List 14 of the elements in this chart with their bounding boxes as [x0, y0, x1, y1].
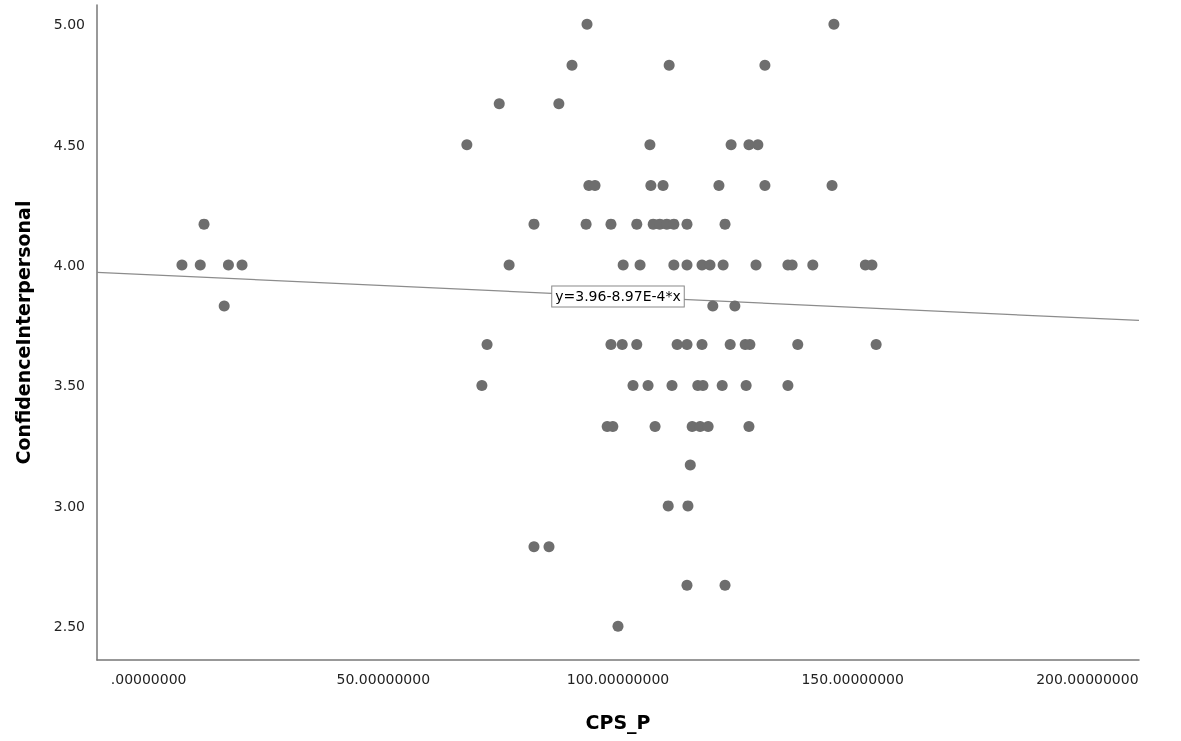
x-tick-label: 50.00000000 — [336, 671, 431, 687]
y-tick-label: 3.00 — [53, 497, 85, 514]
y-tick-label: 4.00 — [53, 257, 85, 274]
y-tick-label: 5.00 — [53, 16, 85, 33]
x-tick-label: 100.00000000 — [566, 671, 670, 687]
y-axis-title: ConfidenceInterpersonal — [11, 200, 34, 465]
x-tick-label: 200.00000000 — [1036, 671, 1139, 687]
x-tick-label: 150.00000000 — [801, 671, 904, 687]
y-tick-label: 2.50 — [53, 618, 85, 635]
annotation: y=3.96-8.97E-4*x — [555, 288, 681, 305]
y-tick-label: 4.50 — [53, 136, 85, 153]
x-tick-label: .00000000 — [110, 671, 187, 687]
y-tick-label: 3.50 — [53, 377, 85, 394]
x-axis-title: CPS_P — [585, 710, 651, 734]
